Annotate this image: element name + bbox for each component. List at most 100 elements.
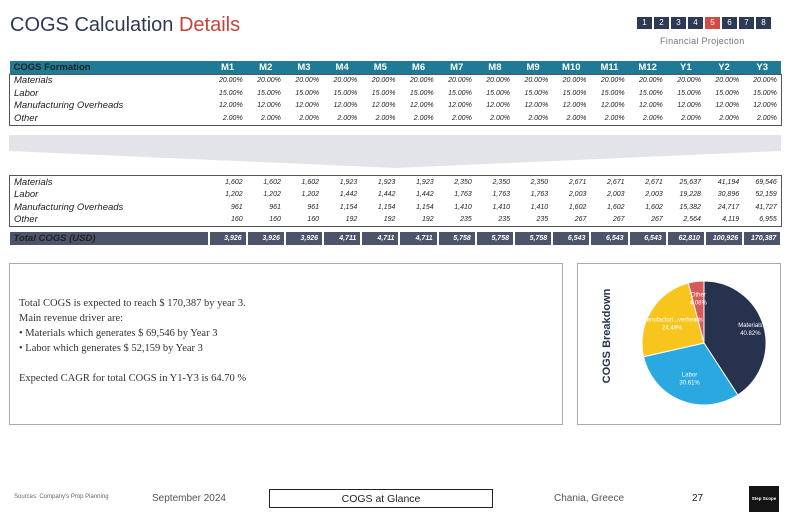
column-header: M11	[590, 61, 629, 74]
table-cell: 19,228	[679, 191, 701, 199]
table-cell: 20.00%	[371, 77, 396, 85]
page-link-3[interactable]: 3	[671, 17, 686, 29]
table-cell: 1,202	[225, 191, 243, 199]
total-cell: 5,758	[475, 232, 516, 245]
table-cell: 2.00%	[413, 114, 434, 122]
table-cell: 20.00%	[409, 77, 434, 85]
table-cell: 1,602	[607, 203, 625, 211]
table-cell: 1,154	[339, 203, 358, 211]
page-link-8[interactable]: 8	[756, 17, 771, 29]
table-cell: 2,350	[454, 178, 472, 186]
cogs-breakdown-chart: COGS Breakdown Materials 40.82% Labor 30.61…	[601, 280, 767, 406]
row-label: Other	[14, 112, 38, 124]
page-title: COGS Calculation Details	[10, 14, 240, 37]
column-header: M2	[246, 61, 285, 74]
table-cell: 12.00%	[486, 102, 510, 110]
page-link-4[interactable]: 4	[688, 17, 703, 29]
table-cell: 160	[269, 216, 281, 224]
pie-label-value: 24.49%	[662, 326, 683, 332]
pie-label-value: 30.61%	[679, 381, 700, 387]
table-cell: 235	[536, 216, 549, 224]
table-cell: 20.00%	[562, 77, 587, 85]
formation-row: Materials 20.00% 20.00% 20.00% 20.00% 20.00% 2…	[10, 74, 782, 87]
total-cell: 4,711	[399, 232, 439, 245]
table-cell: 12.00%	[295, 102, 320, 110]
table-cell: 12.00%	[371, 102, 396, 110]
column-header: M12	[628, 61, 667, 74]
table-cell: 267	[574, 216, 587, 224]
cogs-breakdown-chart-panel: COGS Breakdown Materials 40.82% Labor 30.61…	[577, 263, 781, 425]
table-cell: 192	[421, 216, 434, 224]
table-cell: 20.00%	[715, 77, 740, 85]
table-cell: 1,923	[377, 178, 396, 186]
page-link-1[interactable]: 1	[637, 17, 652, 29]
values-body: Materials 1,602 1,602 1,602 1,923 1,923 1,923 2…	[9, 175, 782, 227]
table-cell: 12.00%	[639, 102, 663, 110]
total-cell: 4,711	[323, 232, 363, 245]
formation-row: Labor 15.00% 15.00% 15.00% 15.00% 15.00% 15.00…	[10, 87, 782, 100]
table-cell: 4,119	[722, 216, 740, 224]
summary-line-1: Total COGS is expected to reach $ 170,38…	[19, 298, 246, 309]
page-link-2[interactable]: 2	[654, 17, 669, 29]
table-cell: 20.00%	[677, 77, 701, 85]
table-cell: 1,602	[225, 178, 243, 186]
table-cell: 15.00%	[257, 89, 281, 97]
formation-body: Materials 20.00% 20.00% 20.00% 20.00% 20.00% 2…	[9, 74, 782, 125]
table-cell: 2,350	[530, 178, 549, 186]
column-header: M10	[552, 61, 591, 74]
summary-line-4: • Labor which generates $ 52,159 by Year…	[19, 343, 203, 354]
column-header: M8	[475, 61, 514, 74]
table-cell: 2.00%	[604, 114, 625, 122]
table-cell: 24,717	[717, 203, 740, 211]
values-row: Other 160 160 160 192 192 192 235 235 235 267 267 26…	[10, 214, 782, 227]
table-cell: 1,442	[416, 191, 434, 199]
table-cell: 2.00%	[299, 114, 320, 122]
table-cell: 2.00%	[642, 114, 663, 122]
page-link-6[interactable]: 6	[722, 17, 737, 29]
chart-title: COGS Breakdown	[601, 288, 613, 383]
table-cell: 20.00%	[600, 77, 625, 85]
table-cell: 961	[307, 203, 320, 211]
total-cogs-row: Total COGS (USD) 3,926 3,926 3,926 4,711 4,71…	[9, 232, 783, 245]
table-cell: 267	[612, 216, 625, 224]
table-cell: 1,410	[492, 203, 510, 211]
table-cell: 15.00%	[562, 89, 587, 97]
table-cell: 160	[307, 216, 320, 224]
table-cell: 160	[231, 216, 243, 224]
values-row: Materials 1,602 1,602 1,602 1,923 1,923 1,923 2…	[10, 176, 782, 189]
table-cell: 12.00%	[677, 102, 701, 110]
total-cell: 170,387	[743, 232, 783, 245]
page-number: 27	[692, 493, 704, 504]
table-cell: 12.00%	[448, 102, 472, 110]
table-cell: 1,923	[416, 178, 434, 186]
table-cell: 6,955	[759, 216, 777, 224]
row-label: Other	[14, 214, 38, 226]
table-cell: 2,671	[568, 178, 587, 186]
table-cell: 1,602	[263, 178, 281, 186]
row-label: Materials	[14, 75, 53, 87]
table-cell: 15.00%	[448, 89, 472, 97]
table-cell: 20.00%	[753, 77, 777, 85]
row-label: Manufacturing Overheads	[14, 100, 124, 112]
total-cell: 6,543	[552, 232, 592, 245]
table-cell: 41,194	[717, 178, 740, 186]
total-cell: 3,926	[284, 232, 325, 245]
column-header: M7	[437, 61, 476, 74]
pie-label-name: Manufacturi...verheads	[642, 318, 703, 324]
funnel-arrow	[9, 135, 781, 168]
formation-row: Manufacturing Overheads 12.00% 12.00% 12.00…	[10, 100, 782, 113]
column-header: Y1	[666, 61, 705, 74]
column-header: M1	[208, 61, 247, 74]
page-link-5[interactable]: 5	[705, 17, 720, 29]
table-cell: 1,602	[645, 203, 663, 211]
company-logo: Step Scope	[749, 486, 779, 512]
table-cell: 15.00%	[524, 89, 549, 97]
table-cell: 15.00%	[753, 89, 777, 97]
table-cell: 15.00%	[600, 89, 625, 97]
page-link-7[interactable]: 7	[739, 17, 754, 29]
table-cell: 12.00%	[257, 102, 281, 110]
column-header: M5	[361, 61, 400, 74]
table-cell: 1,442	[339, 191, 358, 199]
table-cell: 1,442	[377, 191, 396, 199]
table-cell: 1,410	[454, 203, 472, 211]
